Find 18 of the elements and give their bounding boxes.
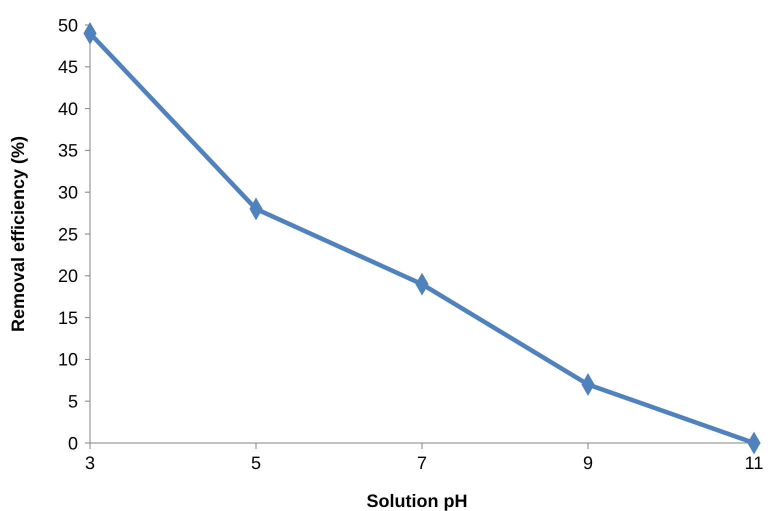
x-tick-label: 5 [250, 453, 262, 473]
y-tick-label: 0 [68, 433, 78, 454]
y-tick-label: 10 [58, 350, 78, 370]
y-tick-label: 40 [58, 98, 78, 119]
y-tick-label: 50 [58, 15, 78, 36]
y-tick-label: 45 [58, 57, 78, 78]
y-axis-title: Removal efficiency (%) [8, 136, 28, 332]
x-tick-label: 7 [416, 453, 428, 473]
y-tick-label: 30 [58, 182, 78, 202]
y-tick-label: 20 [58, 266, 78, 286]
x-tick-label: 3 [84, 453, 96, 473]
x-tick-label: 9 [582, 453, 594, 473]
y-tick-label: 25 [58, 224, 78, 244]
y-tick-label: 5 [68, 392, 78, 412]
y-tick-label: 35 [58, 140, 78, 161]
y-tick-label: 15 [58, 308, 78, 328]
x-axis-title: Solution pH [366, 491, 468, 511]
x-tick-label: 11 [744, 453, 764, 473]
